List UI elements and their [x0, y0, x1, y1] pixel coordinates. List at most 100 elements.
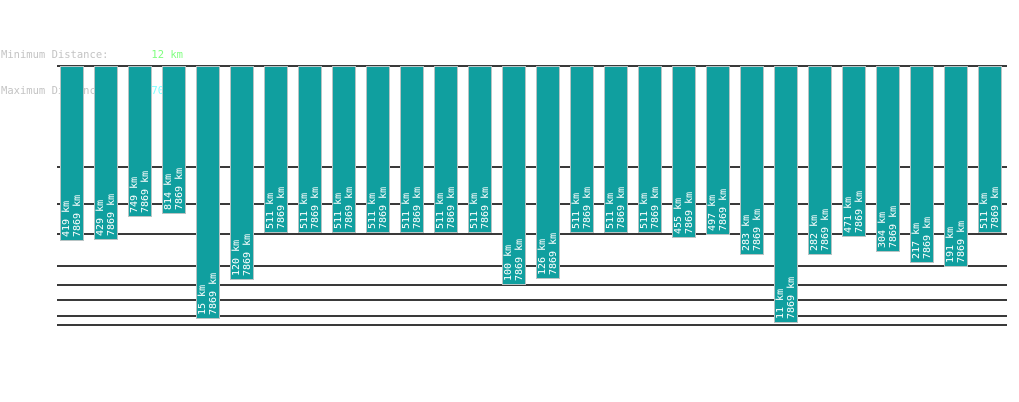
bar-total-label: 7869 km	[956, 220, 967, 263]
bar-labels: 511 km 7869 km	[333, 67, 355, 229]
bar-labels: 511 km 7869 km	[299, 67, 321, 229]
bar-labels: 511 km 7869 km	[265, 67, 287, 229]
bar-distance-label: 511 km	[639, 192, 650, 229]
bar-distance-label: 304 km	[877, 211, 888, 248]
max-distance-row: Maximum Distance: 7870 km	[1, 85, 183, 97]
bar-total-label: 7869 km	[888, 205, 899, 248]
bar-labels: 497 km 7869 km	[707, 67, 729, 231]
bar-labels: 511 km 7869 km	[605, 67, 627, 229]
bar-distance-label: 283 km	[741, 214, 752, 251]
bar-total-label: 7869 km	[718, 188, 729, 231]
gridline	[57, 233, 1007, 235]
gridline	[57, 324, 1007, 326]
bar-labels: 511 km 7869 km	[979, 67, 1001, 229]
bar-distance-label: 814 km	[163, 173, 174, 210]
bar-labels: 749 km 7869 km	[129, 67, 151, 213]
bar: 191 km 7869 km	[944, 66, 968, 267]
bar-distance-label: 191 km	[945, 226, 956, 263]
bar: 814 km 7869 km	[162, 66, 186, 214]
bar: 511 km 7869 km	[366, 66, 390, 233]
bar-total-label: 7869 km	[854, 190, 865, 233]
bar-distance-label: 429 km	[95, 199, 106, 236]
bar-total-label: 7869 km	[786, 276, 797, 319]
bar-distance-label: 511 km	[367, 192, 378, 229]
bar-labels: 419 km 7869 km	[61, 67, 83, 237]
bar-total-label: 7869 km	[922, 216, 933, 259]
bar-total-label: 7869 km	[106, 193, 117, 236]
bar: 282 km 7869 km	[808, 66, 832, 255]
bar-total-label: 7869 km	[752, 208, 763, 251]
bar-total-label: 7869 km	[480, 186, 491, 229]
bar-total-label: 7869 km	[344, 186, 355, 229]
bar-distance-label: 217 km	[911, 222, 922, 259]
bar-labels: 283 km 7869 km	[741, 67, 763, 251]
bar-total-label: 7869 km	[548, 232, 559, 275]
bar-distance-label: 497 km	[707, 194, 718, 231]
bar: 11 km 7869 km	[774, 66, 798, 323]
bar-labels: 429 km 7869 km	[95, 67, 117, 236]
bar-total-label: 7869 km	[990, 186, 1001, 229]
gridline	[57, 299, 1007, 301]
bar-distance-label: 511 km	[265, 192, 276, 229]
bar-total-label: 7869 km	[446, 186, 457, 229]
bar-labels: 455 km 7869 km	[673, 67, 695, 234]
bar-distance-label: 11 km	[775, 288, 786, 319]
bar: 511 km 7869 km	[604, 66, 628, 233]
bar-distance-label: 471 km	[843, 196, 854, 233]
bar-distance-label: 749 km	[129, 176, 140, 213]
bar-total-label: 7869 km	[276, 186, 287, 229]
bar-labels: 511 km 7869 km	[367, 67, 389, 229]
bar-distance-label: 511 km	[469, 192, 480, 229]
bar: 419 km 7869 km	[60, 66, 84, 241]
min-distance-label: Minimum Distance:	[1, 49, 109, 61]
bar: 749 km 7869 km	[128, 66, 152, 217]
gridline	[57, 166, 1007, 168]
bar-labels: 511 km 7869 km	[571, 67, 593, 229]
min-distance-value: 12 km	[151, 49, 183, 61]
bar-labels: 511 km 7869 km	[469, 67, 491, 229]
bar-total-label: 7869 km	[310, 186, 321, 229]
bar-distance-label: 511 km	[299, 192, 310, 229]
bar-distance-label: 15 km	[197, 284, 208, 315]
bar-distance-label: 511 km	[979, 192, 990, 229]
gridline	[57, 203, 1007, 205]
bar-labels: 471 km 7869 km	[843, 67, 865, 233]
bar: 217 km 7869 km	[910, 66, 934, 263]
bar: 511 km 7869 km	[434, 66, 458, 233]
bar-total-label: 7869 km	[242, 233, 253, 276]
bar-distance-label: 511 km	[571, 192, 582, 229]
bar-distance-label: 419 km	[61, 200, 72, 237]
bar-labels: 126 km 7869 km	[537, 67, 559, 275]
bar-total-label: 7869 km	[650, 186, 661, 229]
bar: 455 km 7869 km	[672, 66, 696, 238]
bar-labels: 511 km 7869 km	[639, 67, 661, 229]
bar-total-label: 7869 km	[412, 186, 423, 229]
bar: 429 km 7869 km	[94, 66, 118, 240]
bar-distance-label: 511 km	[333, 192, 344, 229]
gridline	[57, 315, 1007, 317]
bar-total-label: 7869 km	[174, 167, 185, 210]
bar-labels: 814 km 7869 km	[163, 67, 185, 210]
bar-total-label: 7869 km	[514, 238, 525, 281]
bar: 304 km 7869 km	[876, 66, 900, 252]
bar-labels: 217 km 7869 km	[911, 67, 933, 259]
bar: 126 km 7869 km	[536, 66, 560, 279]
distance-stats: Minimum Distance: 12 km Maximum Distance…	[1, 25, 183, 109]
bar-total-label: 7869 km	[684, 191, 695, 234]
bar-total-label: 7869 km	[140, 170, 151, 213]
bar: 283 km 7869 km	[740, 66, 764, 255]
bar-distance-label: 100 km	[503, 244, 514, 281]
bar: 511 km 7869 km	[332, 66, 356, 233]
gridline	[57, 265, 1007, 267]
bar-total-label: 7869 km	[820, 208, 831, 251]
bar-labels: 100 km 7869 km	[503, 67, 525, 281]
min-distance-row: Minimum Distance: 12 km	[1, 49, 183, 61]
bar-labels: 282 km 7869 km	[809, 67, 831, 251]
gridline	[57, 65, 1007, 67]
bar: 511 km 7869 km	[298, 66, 322, 233]
bar-distance-label: 282 km	[809, 214, 820, 251]
bar-labels: 511 km 7869 km	[435, 67, 457, 229]
bar: 511 km 7869 km	[400, 66, 424, 233]
bar-distance-label: 455 km	[673, 197, 684, 234]
bar-labels: 304 km 7869 km	[877, 67, 899, 248]
